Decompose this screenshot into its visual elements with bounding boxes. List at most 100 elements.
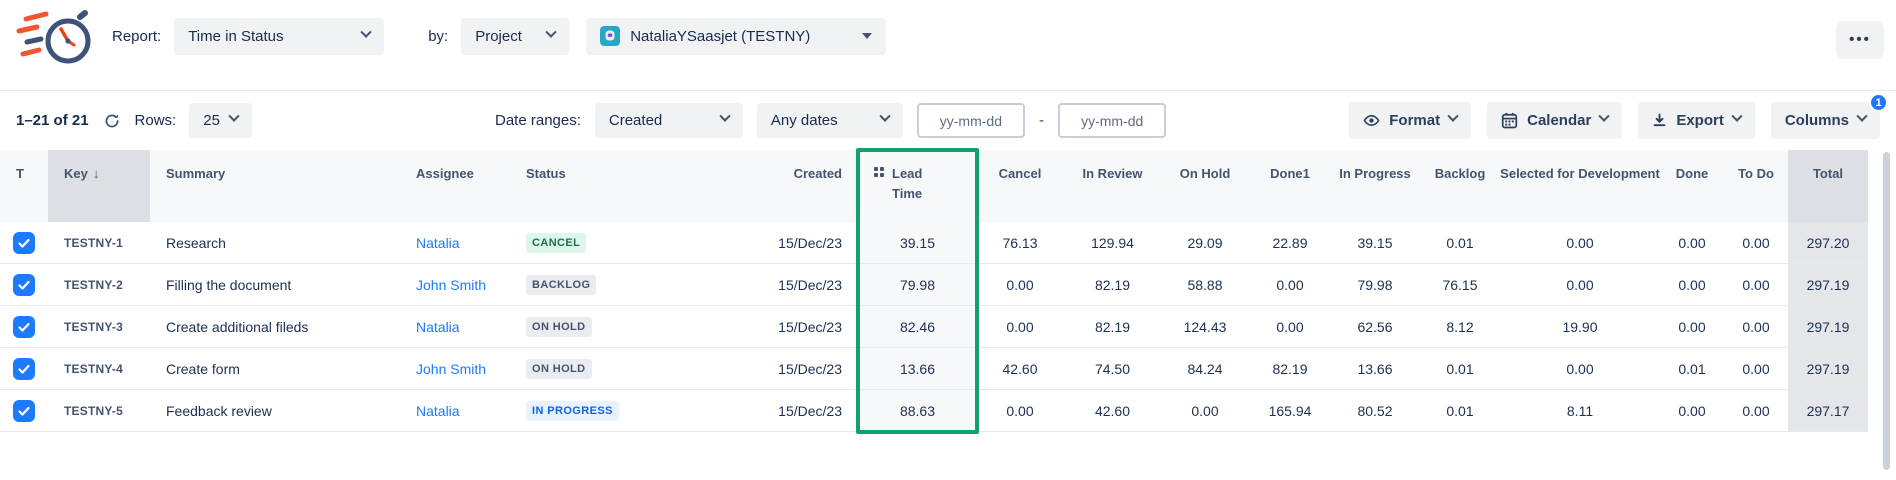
cell-lead_time: 79.98 bbox=[860, 264, 975, 305]
cell-done: 0.00 bbox=[1660, 390, 1724, 431]
more-icon: ••• bbox=[1849, 31, 1871, 48]
issue-key[interactable]: TESTNY-1 bbox=[64, 235, 123, 250]
column-header-to_do[interactable]: To Do bbox=[1724, 150, 1788, 222]
format-button[interactable]: Format bbox=[1349, 102, 1472, 139]
assignee-link[interactable]: John Smith bbox=[416, 360, 487, 377]
assignee-link[interactable]: Natalia bbox=[416, 234, 460, 251]
column-header-status[interactable]: Status bbox=[510, 150, 640, 222]
assignee-link[interactable]: Natalia bbox=[416, 318, 460, 335]
column-header-total[interactable]: Total bbox=[1788, 150, 1868, 222]
date-mode-select[interactable]: Any dates bbox=[756, 103, 903, 138]
cell-lead_time: 13.66 bbox=[860, 348, 975, 389]
column-header-on_hold[interactable]: On Hold bbox=[1160, 150, 1250, 222]
row-checkbox[interactable] bbox=[13, 357, 35, 380]
cell-value: 15/Dec/23 bbox=[778, 360, 842, 377]
cell-value: 0.00 bbox=[1276, 318, 1304, 335]
row-checkbox[interactable] bbox=[13, 399, 35, 422]
cell-assignee: Natalia bbox=[400, 222, 510, 263]
cell-value: 84.24 bbox=[1187, 360, 1223, 377]
column-header-in_progress[interactable]: In Progress bbox=[1330, 150, 1420, 222]
columns-button[interactable]: Columns 1 bbox=[1770, 93, 1888, 139]
drag-handle-icon[interactable] bbox=[874, 167, 885, 178]
cell-in_review: 74.50 bbox=[1065, 348, 1160, 389]
column-header-label: Cancel bbox=[998, 166, 1042, 181]
cell-selected_for_development: 8.11 bbox=[1500, 390, 1660, 431]
column-header-summary[interactable]: Summary bbox=[150, 150, 400, 222]
cell-value: 8.12 bbox=[1446, 318, 1474, 335]
date-field-select[interactable]: Created bbox=[594, 103, 743, 138]
cell-value: 0.01 bbox=[1446, 234, 1474, 251]
assignee-link[interactable]: Natalia bbox=[416, 402, 460, 419]
cell-created: 15/Dec/23 bbox=[640, 222, 860, 263]
column-header-label: On Hold bbox=[1179, 166, 1231, 181]
column-header-selected_for_development[interactable]: Selected for Development bbox=[1500, 150, 1660, 222]
column-header-label: Created bbox=[793, 166, 842, 181]
column-header-label: Lead Time bbox=[892, 166, 923, 201]
more-actions-button[interactable]: ••• bbox=[1836, 21, 1884, 59]
pagination-info: 1–21 of 21 bbox=[16, 112, 89, 129]
export-button-label: Export bbox=[1676, 112, 1724, 129]
cell-value: 13.66 bbox=[1357, 360, 1393, 377]
column-header-done1[interactable]: Done1 bbox=[1250, 150, 1330, 222]
date-from-input[interactable] bbox=[916, 103, 1025, 138]
issue-key[interactable]: TESTNY-2 bbox=[64, 277, 123, 292]
column-header-backlog[interactable]: Backlog bbox=[1420, 150, 1500, 222]
cell-done1: 0.00 bbox=[1250, 306, 1330, 347]
column-header-cancel[interactable]: Cancel bbox=[975, 150, 1065, 222]
cell-selected_for_development: 0.00 bbox=[1500, 264, 1660, 305]
vertical-scrollbar[interactable] bbox=[1883, 152, 1890, 470]
issue-key[interactable]: TESTNY-4 bbox=[64, 361, 123, 376]
cell-t bbox=[0, 348, 48, 389]
issue-key[interactable]: TESTNY-3 bbox=[64, 319, 123, 334]
columns-button-label: Columns bbox=[1784, 112, 1849, 129]
cell-to_do: 0.00 bbox=[1724, 306, 1788, 347]
column-header-t[interactable]: T bbox=[0, 150, 48, 222]
cell-value: 297.20 bbox=[1806, 234, 1850, 251]
column-header-assignee[interactable]: Assignee bbox=[400, 150, 510, 222]
row-checkbox[interactable] bbox=[13, 231, 35, 254]
report-label: Report: bbox=[112, 27, 162, 45]
date-field-value: Created bbox=[608, 112, 663, 129]
row-checkbox[interactable] bbox=[13, 273, 35, 296]
rows-per-page-select[interactable]: 25 bbox=[189, 103, 252, 138]
cell-value: Filling the document bbox=[166, 276, 292, 293]
columns-count-badge: 1 bbox=[1869, 93, 1888, 112]
cell-in_review: 42.60 bbox=[1065, 390, 1160, 431]
cell-to_do: 0.00 bbox=[1724, 264, 1788, 305]
sort-descending-icon: ↓ bbox=[92, 166, 100, 181]
cell-value: 0.00 bbox=[1566, 360, 1594, 377]
calendar-icon bbox=[1501, 112, 1518, 129]
cell-value: Feedback review bbox=[166, 402, 272, 419]
date-to-input[interactable] bbox=[1058, 103, 1167, 138]
issue-key[interactable]: TESTNY-5 bbox=[64, 403, 123, 418]
cell-on_hold: 0.00 bbox=[1160, 390, 1250, 431]
refresh-button[interactable] bbox=[102, 111, 122, 131]
cell-value: 39.15 bbox=[1357, 234, 1393, 251]
column-header-lead_time[interactable]: Lead Time bbox=[860, 150, 975, 222]
column-header-in_review[interactable]: In Review bbox=[1065, 150, 1160, 222]
column-header-label: Summary bbox=[166, 166, 226, 181]
top-bar: Report: Time in Status by: Project Natal… bbox=[0, 0, 1896, 90]
column-header-key[interactable]: Key ↓ bbox=[48, 150, 150, 222]
project-select[interactable]: NataliaYSaasjet (TESTNY) bbox=[586, 17, 887, 55]
cell-value: 74.50 bbox=[1094, 360, 1131, 377]
column-header-done[interactable]: Done bbox=[1660, 150, 1724, 222]
column-header-created[interactable]: Created bbox=[640, 150, 860, 222]
project-select-value: NataliaYSaasjet (TESTNY) bbox=[630, 27, 811, 45]
cell-value: 297.19 bbox=[1806, 318, 1850, 335]
cell-backlog: 8.12 bbox=[1420, 306, 1500, 347]
chevron-down-icon bbox=[1447, 110, 1459, 122]
report-select[interactable]: Time in Status bbox=[174, 17, 385, 55]
cell-value: 0.00 bbox=[1742, 276, 1770, 293]
group-by-select[interactable]: Project bbox=[461, 17, 570, 55]
chevron-down-icon bbox=[228, 110, 240, 122]
export-button[interactable]: Export bbox=[1638, 102, 1755, 139]
cell-in_progress: 62.56 bbox=[1330, 306, 1420, 347]
column-header-label: Selected for Development bbox=[1500, 166, 1660, 181]
cell-value: 88.63 bbox=[899, 402, 936, 419]
column-header-label: Done1 bbox=[1270, 166, 1310, 181]
assignee-link[interactable]: John Smith bbox=[416, 276, 487, 293]
cell-value: 0.01 bbox=[1446, 360, 1474, 377]
calendar-button[interactable]: Calendar bbox=[1487, 102, 1623, 139]
row-checkbox[interactable] bbox=[13, 315, 35, 338]
